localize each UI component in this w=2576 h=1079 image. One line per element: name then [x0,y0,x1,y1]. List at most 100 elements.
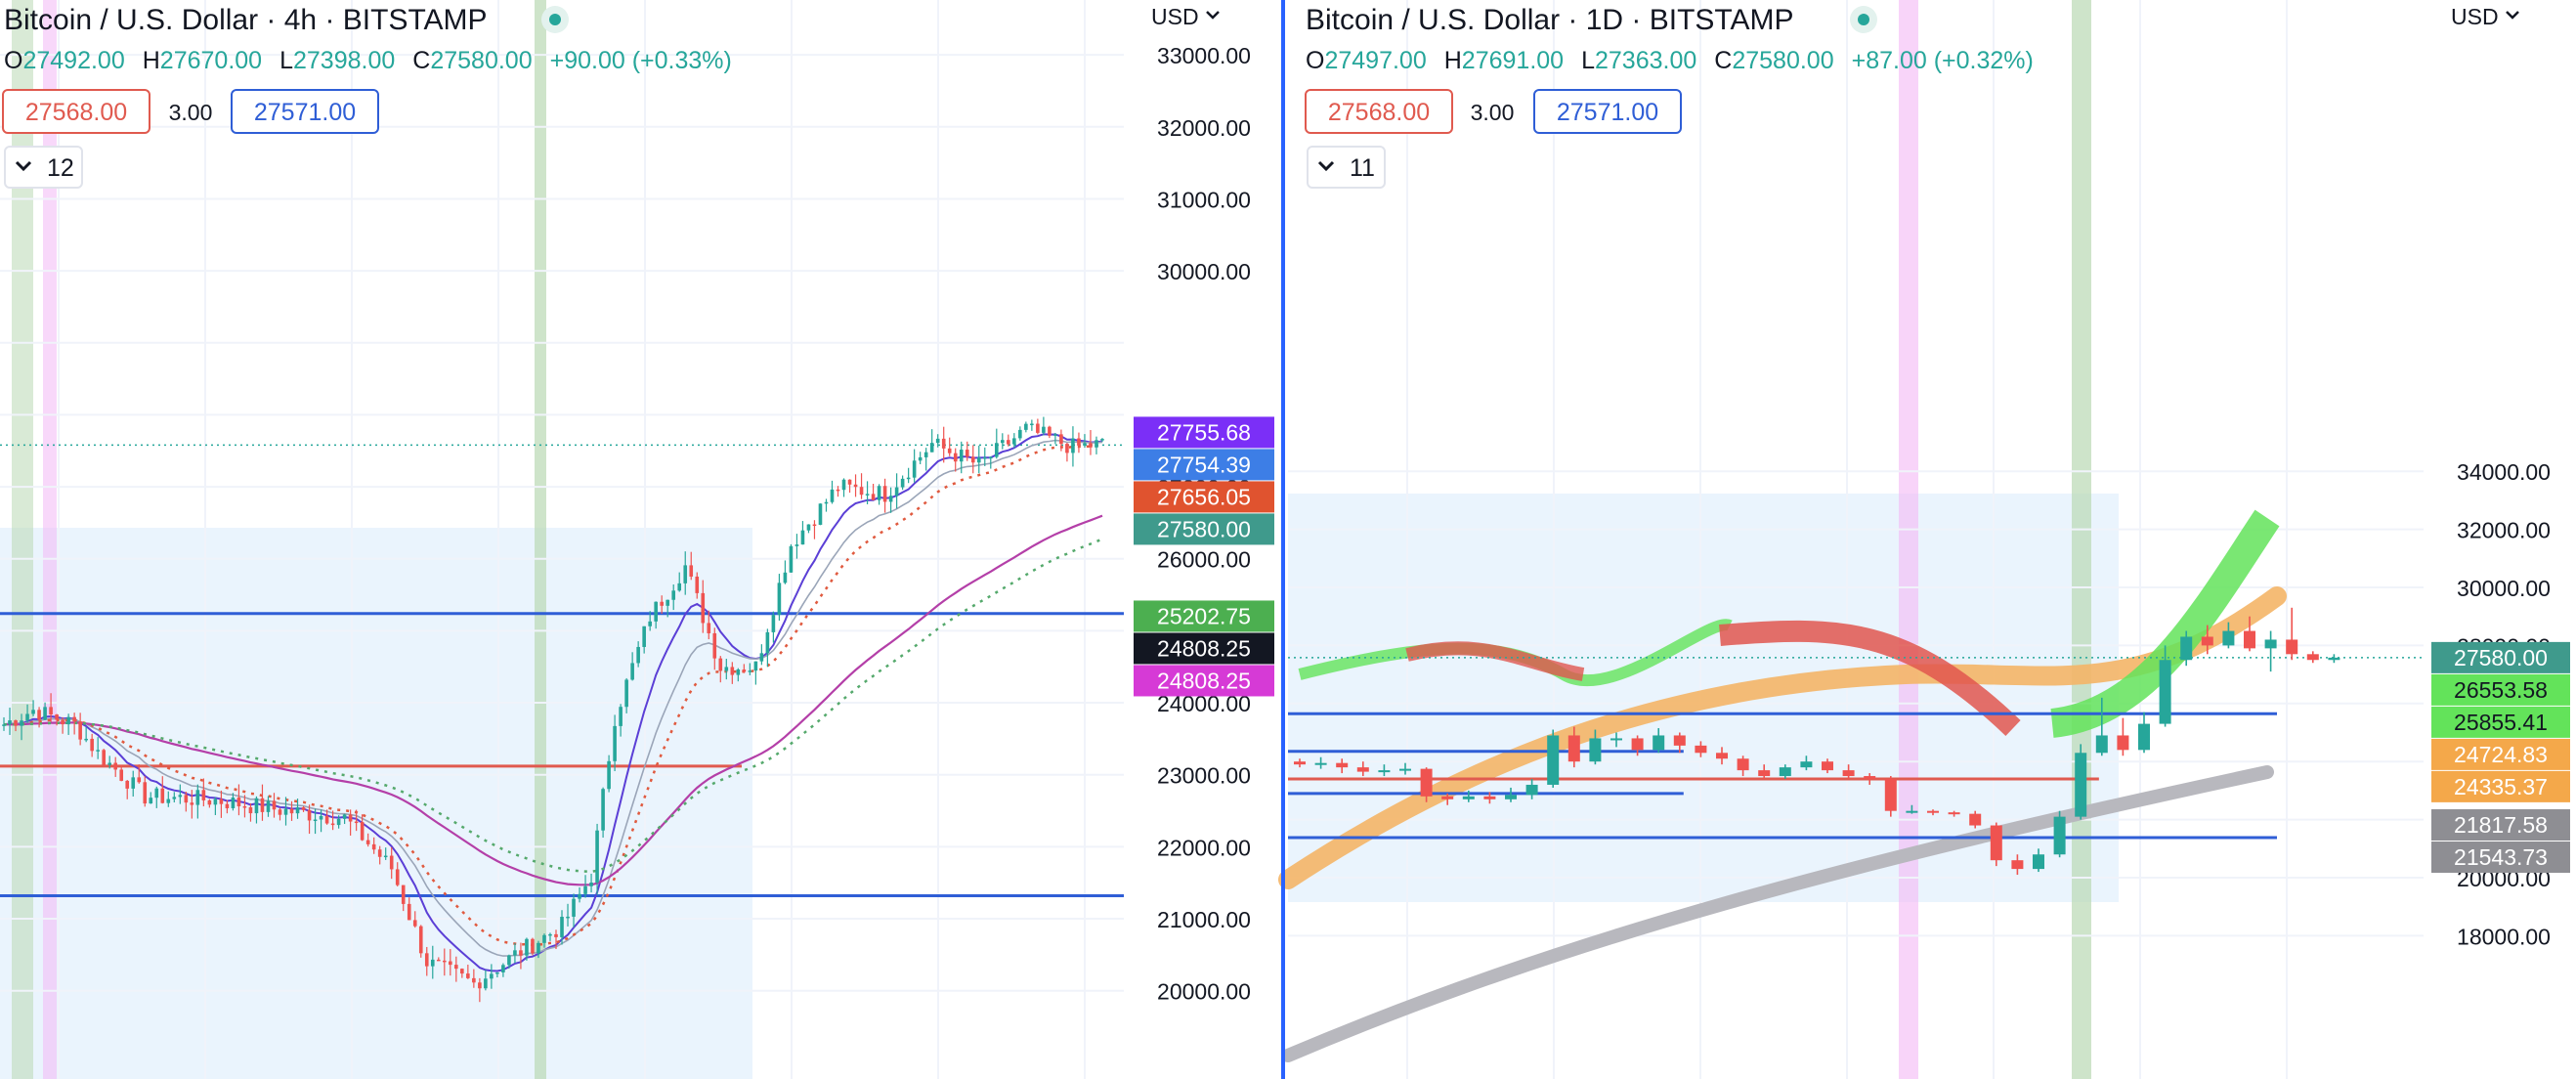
candle-body [84,738,88,741]
indicators-toggle[interactable]: 12 [4,146,83,189]
candle-body [1653,735,1665,751]
candle-body [841,479,846,491]
candle-body [736,669,741,675]
candle-body [2159,660,2171,724]
candle-body [301,807,306,810]
candle-body [707,623,711,633]
candle-body [800,530,805,545]
candle-body [418,926,423,954]
ma-ribbon-orange [1278,586,2287,889]
candle-body [1547,735,1560,785]
candle-body [859,487,864,496]
indicators-toggle[interactable]: 11 [1307,146,1386,189]
candle-body [677,583,682,591]
candle-body [207,799,212,805]
candle-body [20,720,23,726]
candle-body [929,443,934,453]
candle-body [554,933,558,937]
candle-body [888,496,893,502]
price-label-text: 24808.25 [1157,635,1251,661]
candle-body [248,806,253,814]
candle-body [970,456,975,463]
candle-body [2328,657,2340,661]
candle-body [607,760,611,790]
chart-4h-price-axis[interactable]: 33000.0032000.0031000.0030000.0027000.00… [1134,43,1274,1005]
candle-body [266,800,271,812]
y-tick-label: 18000.00 [2457,924,2551,949]
candle-body [501,965,505,972]
candle-body [777,583,782,616]
candle-body [219,798,224,804]
ma-line-fast [3,433,1103,972]
candle-body [1095,440,1098,448]
candle-body [295,807,300,814]
candle-body [660,601,664,606]
candle-body [96,750,100,752]
price-label-text: 27656.05 [1157,484,1251,509]
candle-body [412,920,417,927]
price-label-box [2431,641,2570,673]
candle-body [377,849,382,857]
candle-body [566,916,570,919]
symbol-title[interactable]: Bitcoin / U.S. Dollar · 1D · BITSTAMP [1306,4,1794,36]
candle-body [37,710,41,720]
candle-body [1567,735,1580,762]
chart-4h-pane[interactable] [0,416,1124,1003]
price-label-text: 27580.00 [1157,516,1251,541]
candle-body [947,448,952,453]
chevron-down-icon [2506,11,2519,20]
candle-body [254,798,259,814]
price-label-text: 21817.58 [2454,812,2548,838]
ohlc-low-label: L [1581,47,1595,74]
price-label-text: 27755.68 [1157,419,1251,445]
currency-selector[interactable]: USD [2451,4,2519,29]
candle-body [436,959,441,962]
y-tick-label: 20000.00 [1157,979,1251,1005]
ohlc-open-value: 27492.00 [22,47,124,74]
chart-1d-pane[interactable] [1278,509,2424,1062]
ohlc-close-label: C [1714,47,1732,74]
candle-body [330,823,335,826]
bid-box[interactable] [1305,89,1453,134]
candle-body [313,819,318,822]
candle-body [1589,738,1602,762]
candle-body [478,982,482,989]
candle-body [1842,770,1855,777]
candle-body [90,738,94,752]
indicators-count: 12 [47,154,74,182]
currency-selector[interactable]: USD [1151,4,1220,29]
candle-body [154,788,159,798]
candle-body [424,953,429,967]
bid-box[interactable] [2,89,150,134]
status-dot-icon-core [549,14,561,25]
candle-body [965,450,969,457]
ohlc-low-value: 27398.00 [293,47,395,74]
ask-box[interactable] [231,89,379,134]
candle-body [847,479,852,485]
candle-body [2,724,6,726]
candle-body [525,938,529,956]
symbol-title[interactable]: Bitcoin / U.S. Dollar · 4h · BITSTAMP [4,4,488,36]
candle-body [982,456,987,459]
candle-body [988,456,993,459]
candle-body [1525,784,1538,796]
candle-body [401,885,406,904]
y-tick-label: 23000.00 [1157,763,1251,789]
chart-1d-price-axis[interactable]: 34000.0032000.0030000.0028000.0020000.00… [2431,459,2570,949]
candle-body [25,713,29,721]
candle-body [636,646,640,664]
ask-box[interactable] [1533,89,1682,134]
candle-body [484,978,488,989]
y-tick-label: 22000.00 [1157,835,1251,860]
candle-body [730,667,735,675]
candle-body [184,795,189,803]
candle-body [172,797,177,799]
session-band [1899,0,1918,1079]
candle-body [507,955,511,966]
candle-body [395,869,400,885]
candle-body [454,965,458,970]
candle-body [665,599,670,606]
candle-body [1048,426,1052,436]
chart-4h-header: Bitcoin / U.S. Dollar · 4h · BITSTAMP O2… [2,4,1220,189]
